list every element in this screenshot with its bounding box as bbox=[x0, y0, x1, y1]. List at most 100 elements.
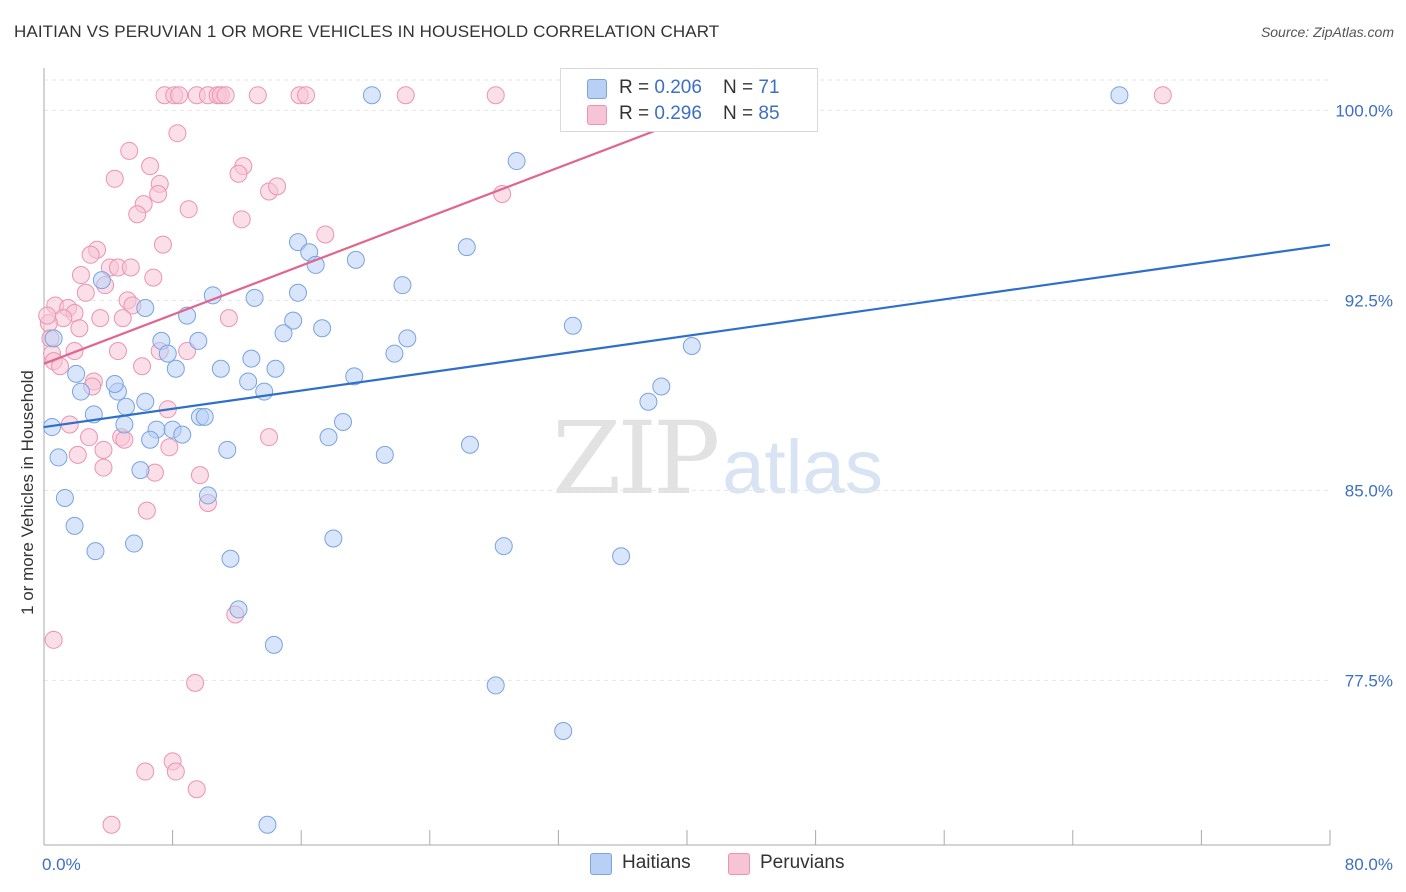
haitian-point bbox=[55, 488, 74, 507]
series-legend-haitians-label: Haitians bbox=[622, 852, 691, 873]
haitian-point bbox=[266, 359, 285, 378]
haitian-point bbox=[639, 392, 658, 411]
y-tick-label: 85.0% bbox=[1345, 481, 1393, 500]
peruvian-point bbox=[113, 309, 132, 328]
peruvian-point bbox=[229, 164, 248, 183]
haitians-swatch bbox=[587, 79, 607, 99]
haitian-point bbox=[393, 276, 412, 295]
haitian-point bbox=[682, 336, 701, 355]
haitian-point bbox=[86, 542, 105, 561]
haitian-point bbox=[158, 344, 177, 363]
legend-haitians-text: R = 0.206 N = 71 bbox=[619, 77, 780, 99]
legend-peruvians-n-label: N = bbox=[723, 103, 759, 124]
source-credit: Source: ZipAtlas.com bbox=[1261, 24, 1394, 40]
haitian-point bbox=[284, 311, 303, 330]
haitian-point bbox=[345, 367, 364, 386]
peruvian-point bbox=[166, 762, 185, 781]
haitian-point bbox=[494, 537, 513, 556]
peruvian-point bbox=[144, 268, 163, 287]
haitian-point bbox=[362, 86, 381, 105]
chart-title: HAITIAN VS PERUVIAN 1 OR MORE VEHICLES I… bbox=[14, 22, 720, 41]
haitian-point bbox=[398, 329, 417, 348]
peruvians-trend-line bbox=[43, 96, 743, 365]
peruvian-point bbox=[133, 357, 152, 376]
haitian-point bbox=[319, 428, 338, 447]
peruvian-point bbox=[102, 815, 121, 834]
peruvian-point bbox=[190, 466, 209, 485]
peruvian-point bbox=[216, 86, 235, 105]
haitian-point bbox=[115, 415, 134, 434]
haitian-point bbox=[245, 288, 264, 307]
haitian-point bbox=[67, 364, 86, 383]
peruvian-point bbox=[81, 245, 100, 264]
haitian-point bbox=[313, 319, 332, 338]
haitian-point bbox=[385, 344, 404, 363]
haitian-point bbox=[49, 448, 68, 467]
peruvian-point bbox=[108, 342, 127, 361]
peruvian-point bbox=[178, 342, 197, 361]
legend-haitians-r-value: 0.206 bbox=[654, 77, 702, 98]
haitian-point bbox=[324, 529, 343, 548]
haitian-point bbox=[166, 359, 185, 378]
peruvian-point bbox=[128, 205, 147, 224]
haitians-trend-line bbox=[43, 243, 1331, 429]
peruvians-points bbox=[38, 86, 1172, 834]
trend-layer bbox=[43, 96, 1331, 429]
label-layer: 77.5% 85.0% 92.5% 100.0% 0.0% 80.0% 1 or more … bbox=[18, 101, 1393, 874]
peruvian-point bbox=[141, 157, 160, 176]
y-tick-label: 100.0% bbox=[1335, 101, 1393, 120]
series-legend-peruvians-swatch bbox=[728, 853, 750, 875]
peruvian-point bbox=[105, 169, 124, 188]
legend-peruvians-n-value: 85 bbox=[758, 103, 780, 124]
peruvian-point bbox=[38, 306, 57, 325]
peruvian-point bbox=[115, 430, 134, 449]
peruvian-point bbox=[168, 124, 187, 143]
x-tick-label-max: 80.0% bbox=[1345, 855, 1393, 874]
peruvian-point bbox=[94, 458, 113, 477]
haitian-point bbox=[131, 461, 150, 480]
haitian-point bbox=[612, 547, 631, 566]
haitian-point bbox=[333, 412, 352, 431]
haitian-point bbox=[242, 349, 261, 368]
watermark: ZIPatlas bbox=[552, 400, 883, 517]
haitian-point bbox=[239, 372, 258, 391]
peruvian-point bbox=[121, 258, 140, 277]
peruvian-point bbox=[76, 283, 95, 302]
haitian-point bbox=[141, 430, 160, 449]
haitian-point bbox=[563, 316, 582, 335]
peruvian-point bbox=[44, 630, 63, 649]
peruvian-point bbox=[260, 428, 279, 447]
haitian-point bbox=[125, 534, 144, 553]
peruvian-point bbox=[186, 673, 205, 692]
legend-haitians-n-value: 71 bbox=[758, 77, 780, 98]
haitian-point bbox=[198, 486, 217, 505]
peruvian-point bbox=[179, 200, 198, 219]
haitian-point bbox=[189, 331, 208, 350]
haitian-point bbox=[274, 324, 293, 343]
peruvian-point bbox=[68, 445, 87, 464]
peruvian-point bbox=[120, 141, 139, 160]
haitian-point bbox=[211, 359, 230, 378]
haitian-point bbox=[507, 152, 526, 171]
haitian-point bbox=[71, 382, 90, 401]
haitian-point bbox=[92, 271, 111, 290]
peruvian-point bbox=[297, 86, 316, 105]
legend-peruvians-r-label: R = bbox=[619, 103, 655, 124]
peruvian-point bbox=[153, 235, 172, 254]
peruvian-point bbox=[396, 86, 415, 105]
peruvian-point bbox=[219, 309, 238, 328]
haitian-point bbox=[221, 549, 240, 568]
legend-peruvians-text: R = 0.296 N = 85 bbox=[619, 103, 780, 125]
y-axis-label: 1 or more Vehicles in Household bbox=[18, 370, 37, 615]
peruvian-point bbox=[94, 440, 113, 459]
haitian-point bbox=[288, 233, 307, 252]
haitian-point bbox=[173, 425, 192, 444]
haitian-point bbox=[116, 397, 135, 416]
peruvian-point bbox=[137, 501, 156, 520]
peruvian-point bbox=[71, 266, 90, 285]
haitian-point bbox=[457, 238, 476, 257]
peruvian-point bbox=[170, 86, 189, 105]
haitian-point bbox=[264, 635, 283, 654]
peruvian-point bbox=[268, 177, 287, 196]
